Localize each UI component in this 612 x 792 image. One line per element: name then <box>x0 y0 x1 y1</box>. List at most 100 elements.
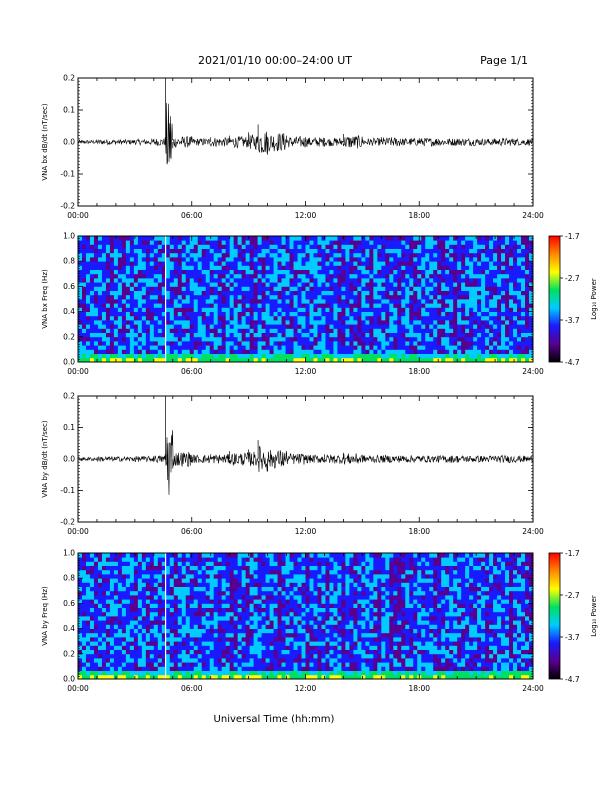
heatmap-cell <box>205 553 211 558</box>
heatmap-cell <box>289 240 294 245</box>
heatmap-cell <box>349 324 354 329</box>
heatmap-cell <box>397 265 402 270</box>
heatmap-cell <box>85 244 91 249</box>
heatmap-cell <box>513 303 518 308</box>
heatmap-cell <box>261 269 266 275</box>
heatmap-cell <box>225 282 231 287</box>
heatmap-cell <box>245 252 251 258</box>
heatmap-cell <box>97 236 103 241</box>
heatmap-cell <box>493 315 498 321</box>
heatmap-cell <box>85 328 91 333</box>
heatmap-cell <box>377 269 382 275</box>
heatmap-cell <box>157 637 163 642</box>
heatmap-cell <box>505 324 510 329</box>
heatmap-cell <box>277 294 282 300</box>
heatmap-cell <box>425 320 430 325</box>
heatmap-cell <box>101 662 107 667</box>
heatmap-cell <box>189 336 195 342</box>
heatmap-cell <box>297 244 302 249</box>
heatmap-cell <box>185 616 191 621</box>
heatmap-cell <box>129 645 135 650</box>
heatmap-cell <box>369 261 374 266</box>
heatmap-cell <box>441 248 446 254</box>
heatmap-cell <box>309 248 314 254</box>
heatmap-cell <box>161 599 167 604</box>
heatmap-cell <box>305 341 310 346</box>
heatmap-cell <box>173 332 179 338</box>
heatmap-cell <box>333 357 338 363</box>
heatmap-cell <box>381 349 386 354</box>
heatmap-cell <box>177 553 183 558</box>
heatmap-cell <box>221 303 227 308</box>
heatmap-cell <box>437 324 442 329</box>
heatmap-cell <box>161 611 167 617</box>
heatmap-cell <box>157 273 163 279</box>
heatmap-cell <box>505 286 510 291</box>
heatmap-cell <box>157 590 163 596</box>
heatmap-cell <box>401 357 406 363</box>
heatmap-cell <box>309 286 314 291</box>
heatmap-cell <box>437 248 442 254</box>
heatmap-cell <box>149 586 155 592</box>
heatmap-cell <box>413 240 418 245</box>
heatmap-cell <box>509 294 514 300</box>
heatmap-cell <box>101 328 107 333</box>
heatmap-cell <box>465 320 470 325</box>
heatmap-cell <box>301 248 306 254</box>
heatmap-cell <box>125 578 131 583</box>
heatmap-cell <box>505 349 510 354</box>
heatmap-cell <box>281 244 286 249</box>
heatmap-cell <box>117 357 123 363</box>
heatmap-cell <box>205 578 211 583</box>
heatmap-cell <box>525 303 530 308</box>
heatmap-cell <box>285 324 290 329</box>
heatmap-cell <box>485 349 490 354</box>
heatmap-cell <box>233 311 239 317</box>
heatmap-cell <box>413 273 418 279</box>
heatmap-cell <box>253 286 258 291</box>
heatmap-cell <box>393 240 398 245</box>
heatmap-cell <box>249 336 255 342</box>
heatmap-cell <box>261 290 266 296</box>
heatmap-cell <box>349 240 354 245</box>
heatmap-cell <box>201 236 207 241</box>
heatmap-cell <box>78 353 83 359</box>
heatmap-cell <box>209 336 215 342</box>
heatmap-cell <box>477 320 482 325</box>
heatmap-cell <box>257 353 262 359</box>
heatmap-cell <box>189 328 195 333</box>
heatmap-cell <box>465 265 470 270</box>
heatmap-cell <box>193 345 199 350</box>
heatmap-cell <box>121 582 127 587</box>
heatmap-cell <box>293 299 298 304</box>
y-tick-label: 1.0 <box>63 232 75 241</box>
heatmap-cell <box>413 294 418 300</box>
heatmap-cell <box>113 341 119 346</box>
heatmap-cell <box>89 582 95 587</box>
heatmap-cell <box>325 320 330 325</box>
heatmap-cell <box>345 236 350 241</box>
heatmap-cell <box>297 345 302 350</box>
heatmap-cell <box>161 569 167 575</box>
heatmap-cell <box>117 244 123 249</box>
heatmap-cell <box>169 357 175 363</box>
heatmap-cell <box>125 599 131 604</box>
heatmap-cell <box>121 670 127 676</box>
heatmap-cell <box>121 307 127 312</box>
heatmap-cell <box>233 290 239 296</box>
heatmap-cell <box>197 574 203 579</box>
heatmap-cell <box>461 299 466 304</box>
heatmap-cell <box>481 257 486 262</box>
heatmap-cell <box>225 299 231 304</box>
heatmap-cell <box>109 586 115 592</box>
heatmap-cell <box>81 645 87 650</box>
heatmap-cell <box>421 240 426 245</box>
heatmap-cell <box>497 265 502 270</box>
heatmap-cell <box>505 341 510 346</box>
heatmap-cell <box>317 244 322 249</box>
heatmap-cell <box>421 315 426 321</box>
heatmap-cell <box>513 357 518 363</box>
heatmap-cell <box>433 294 438 300</box>
heatmap-cell <box>145 662 151 667</box>
heatmap-cell <box>105 653 111 659</box>
